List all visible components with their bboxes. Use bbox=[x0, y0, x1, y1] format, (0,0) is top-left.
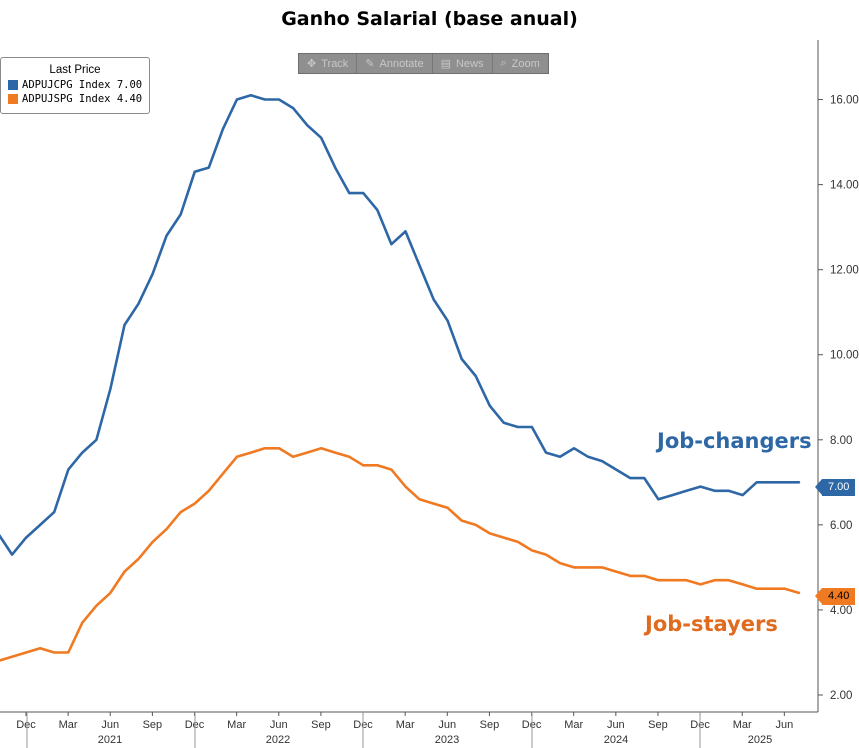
x-tick-label-11: Sep bbox=[480, 719, 500, 731]
x-tick-label-3: Sep bbox=[143, 719, 163, 731]
x-year-label-3: 2024 bbox=[604, 734, 628, 746]
legend-swatch-changers bbox=[8, 80, 18, 90]
chart-toolbar: ✥ Track ✎ Annotate ▤ News ⌕ Zoom bbox=[298, 53, 549, 74]
x-tick-label-5: Mar bbox=[227, 719, 246, 731]
news-button[interactable]: ▤ News bbox=[433, 54, 493, 73]
news-icon: ▤ bbox=[440, 58, 451, 70]
x-tick-label-10: Jun bbox=[438, 719, 456, 731]
x-tick-label-1: Mar bbox=[59, 719, 78, 731]
annotate-label: Annotate bbox=[379, 57, 424, 70]
y-tick-label-7: 16.00 bbox=[830, 95, 859, 107]
x-axis: DecMarJunSepDecMarJunSepDecMarJunSepDecM… bbox=[0, 711, 818, 748]
pencil-icon: ✎ bbox=[365, 58, 375, 70]
zoom-label: Zoom bbox=[511, 57, 540, 70]
legend-item-stayers[interactable]: ADPUJSPG Index 4.40 bbox=[1, 92, 149, 106]
annotation-job-stayers: Job-stayers bbox=[645, 612, 778, 636]
last-value-tag-changers: 7.00 bbox=[814, 479, 856, 496]
annotation-job-changers: Job-changers bbox=[657, 429, 812, 453]
plot-lines bbox=[0, 94, 801, 662]
zoom-button[interactable]: ⌕ Zoom bbox=[493, 54, 548, 73]
track-button[interactable]: ✥ Track bbox=[299, 54, 358, 73]
x-year-label-0: 2021 bbox=[98, 734, 122, 746]
zoom-icon: ⌕ bbox=[500, 57, 507, 69]
y-tick-label-1: 4.00 bbox=[830, 605, 852, 617]
series-line-stayers bbox=[0, 446, 801, 662]
legend-label-stayers: ADPUJSPG Index 4.40 bbox=[22, 93, 143, 105]
last-value-tag-stayers: 4.40 bbox=[814, 588, 856, 605]
x-year-label-2: 2023 bbox=[435, 734, 459, 746]
x-tick-label-9: Mar bbox=[396, 719, 415, 731]
annotate-button[interactable]: ✎ Annotate bbox=[357, 54, 433, 73]
x-tick-label-13: Mar bbox=[564, 719, 583, 731]
y-tick-label-5: 12.00 bbox=[830, 265, 859, 277]
y-tick-label-0: 2.00 bbox=[830, 690, 852, 702]
y-tick-label-3: 8.00 bbox=[830, 435, 852, 447]
x-tick-label-14: Jun bbox=[607, 719, 625, 731]
legend-swatch-stayers bbox=[8, 94, 18, 104]
x-year-label-4: 2025 bbox=[748, 734, 772, 746]
y-tick-label-2: 6.00 bbox=[830, 520, 852, 532]
x-tick-label-7: Sep bbox=[311, 719, 331, 731]
x-tick-label-17: Mar bbox=[733, 719, 752, 731]
chart-title: Ganho Salarial (base anual) bbox=[281, 8, 578, 30]
x-tick-label-6: Jun bbox=[270, 719, 288, 731]
y-axis: 2.00 4.00 6.00 8.00 10.00 12.00 14.00 16.00 bbox=[817, 40, 859, 712]
legend: Last Price ADPUJCPG Index 7.00 ADPUJSPG … bbox=[0, 57, 150, 114]
legend-header: Last Price bbox=[49, 64, 101, 76]
y-tick-label-6: 14.00 bbox=[830, 180, 859, 192]
series-line-changers bbox=[0, 94, 801, 556]
legend-item-changers[interactable]: ADPUJCPG Index 7.00 bbox=[1, 78, 149, 92]
news-label: News bbox=[455, 57, 484, 70]
y-tick-label-4: 10.00 bbox=[830, 350, 859, 362]
x-tick-label-15: Sep bbox=[648, 719, 668, 731]
x-tick-label-2: Jun bbox=[101, 719, 119, 731]
x-tick-label-18: Jun bbox=[775, 719, 793, 731]
crosshair-icon: ✥ bbox=[307, 58, 317, 70]
legend-label-changers: ADPUJCPG Index 7.00 bbox=[22, 79, 143, 91]
x-year-label-1: 2022 bbox=[266, 734, 290, 746]
x-tick-label-0: Dec bbox=[16, 719, 36, 731]
track-label: Track bbox=[321, 57, 349, 70]
